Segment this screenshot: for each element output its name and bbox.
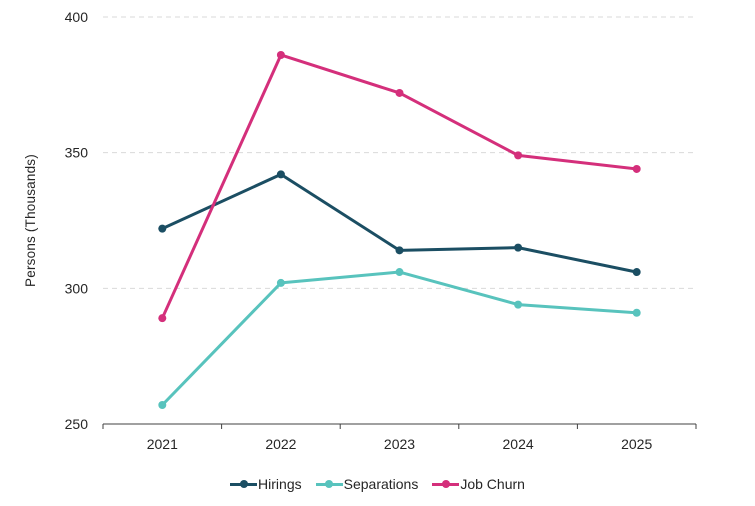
x-tick-label: 2021 xyxy=(147,436,178,452)
series-line-separations xyxy=(160,270,639,407)
legend-item-job-churn: Job Churn xyxy=(432,476,525,492)
hirings-line-dot-icon xyxy=(230,482,258,486)
data-point-separations xyxy=(514,300,523,309)
data-point-job-churn xyxy=(632,164,641,173)
data-point-separations xyxy=(158,401,167,410)
legend-label-separations: Separations xyxy=(343,476,419,492)
series-line-hirings xyxy=(160,172,639,274)
data-point-job-churn xyxy=(514,151,523,160)
data-point-separations xyxy=(276,278,285,287)
y-tick-label: 250 xyxy=(65,416,89,432)
data-point-separations xyxy=(395,268,404,277)
y-tick-label: 300 xyxy=(65,280,89,296)
data-point-job-churn xyxy=(395,88,404,97)
legend-item-separations: Separations xyxy=(315,476,419,492)
data-point-hirings xyxy=(632,268,641,277)
data-point-hirings xyxy=(276,170,285,179)
legend-item-hirings: Hirings xyxy=(230,476,302,492)
legend-label-job-churn: Job Churn xyxy=(460,476,525,492)
data-point-job-churn xyxy=(158,314,167,323)
x-tick-label: 2025 xyxy=(621,436,652,452)
job-churn-line-dot-icon xyxy=(432,482,460,486)
y-tick-label: 350 xyxy=(65,145,89,161)
data-point-hirings xyxy=(514,243,523,252)
plot-area: 250 300 350 400 2021 2022 2023 2024 2025 xyxy=(65,9,697,452)
data-point-separations xyxy=(632,308,641,317)
legend: Hirings Separations Job Churn xyxy=(0,471,755,497)
data-point-hirings xyxy=(158,224,167,233)
x-tick-label: 2024 xyxy=(503,436,534,452)
separations-line-dot-icon xyxy=(315,482,343,486)
data-point-job-churn xyxy=(276,50,285,59)
legend-label-hirings: Hirings xyxy=(258,476,302,492)
x-tick-label: 2023 xyxy=(384,436,415,452)
x-tick-label: 2022 xyxy=(265,436,296,452)
y-tick-label: 400 xyxy=(65,9,89,25)
data-point-hirings xyxy=(395,246,404,255)
